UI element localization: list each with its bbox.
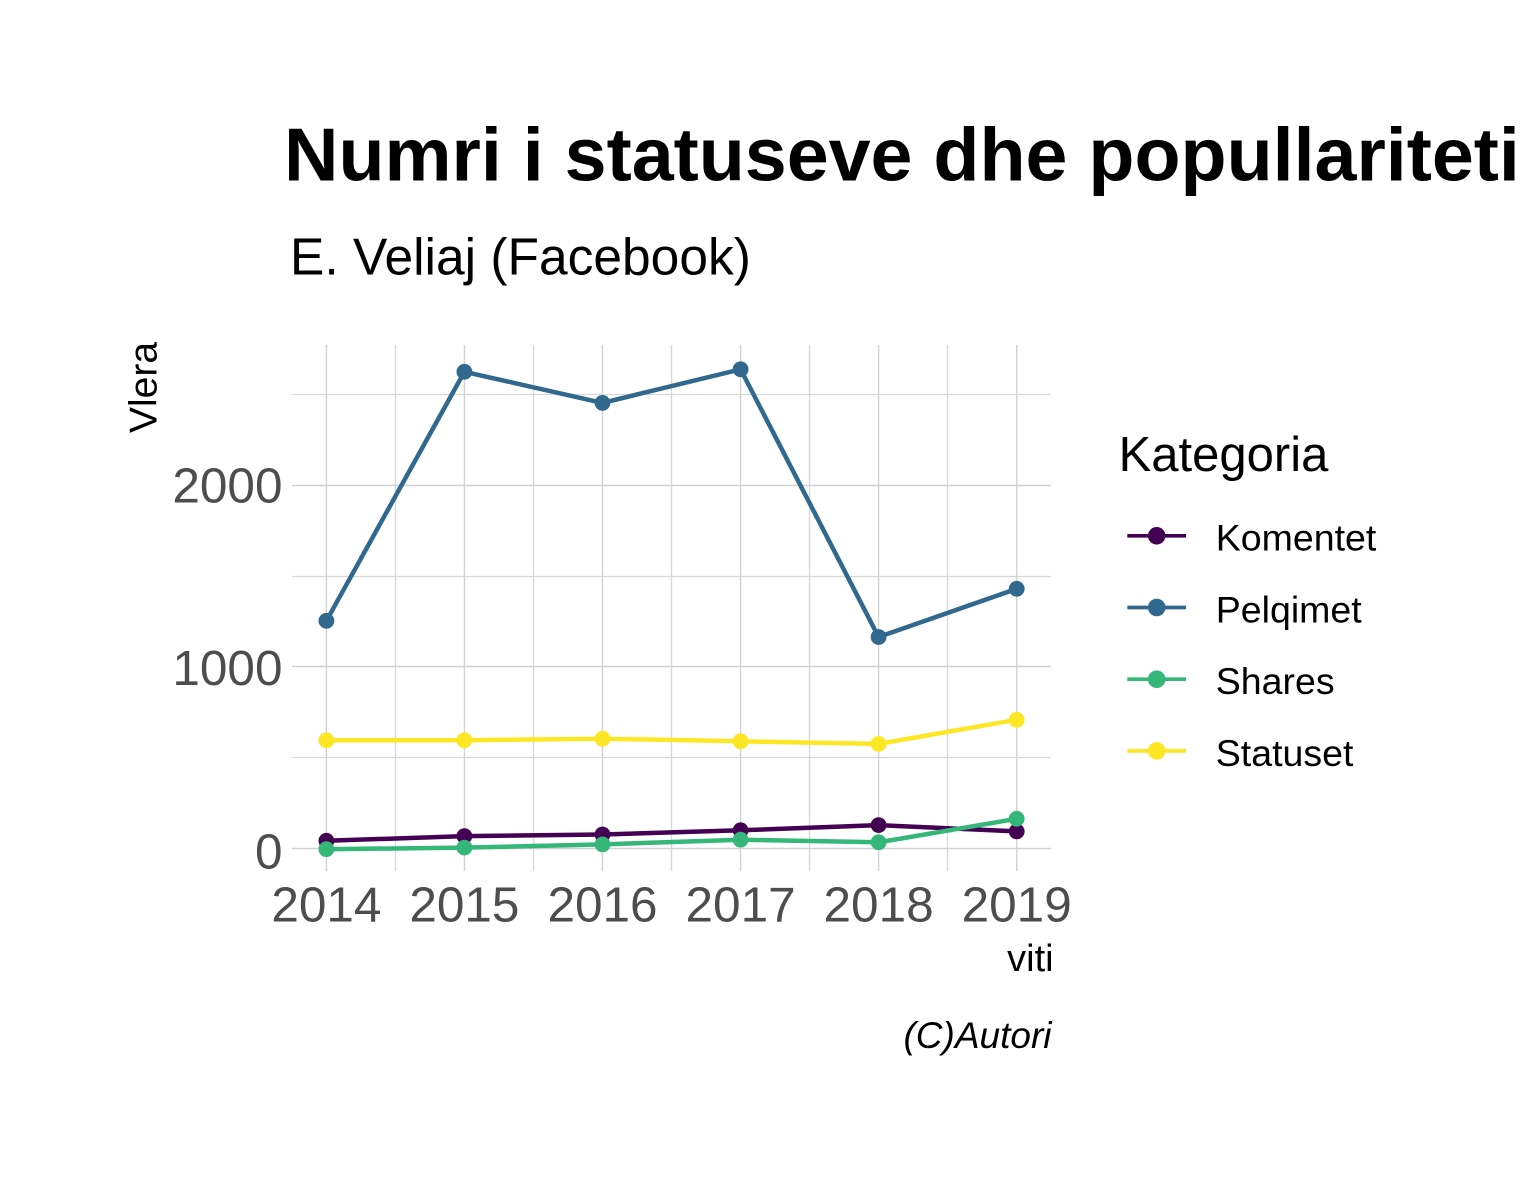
svg-text:2015: 2015 bbox=[409, 878, 519, 933]
svg-text:Vlera: Vlera bbox=[123, 342, 166, 433]
svg-text:viti: viti bbox=[1007, 938, 1053, 980]
svg-text:2014: 2014 bbox=[271, 878, 381, 933]
svg-text:2019: 2019 bbox=[962, 878, 1072, 933]
svg-text:2018: 2018 bbox=[824, 878, 934, 933]
svg-text:2000: 2000 bbox=[172, 458, 282, 513]
svg-text:Shares: Shares bbox=[1216, 660, 1335, 702]
svg-text:0: 0 bbox=[255, 824, 283, 879]
svg-text:E. Veliaj (Facebook): E. Veliaj (Facebook) bbox=[290, 228, 751, 286]
svg-text:Statuset: Statuset bbox=[1216, 732, 1354, 774]
svg-text:2017: 2017 bbox=[686, 878, 796, 933]
svg-text:(C)Autori: (C)Autori bbox=[903, 1015, 1053, 1056]
svg-text:Komentet: Komentet bbox=[1216, 517, 1377, 559]
svg-text:Pelqimet: Pelqimet bbox=[1216, 588, 1362, 630]
svg-text:Numri i statuseve dhe popullar: Numri i statuseve dhe popullariteti bbox=[284, 112, 1520, 196]
svg-text:1000: 1000 bbox=[172, 641, 282, 696]
svg-text:Kategoria: Kategoria bbox=[1119, 428, 1330, 482]
svg-text:2016: 2016 bbox=[547, 878, 657, 933]
